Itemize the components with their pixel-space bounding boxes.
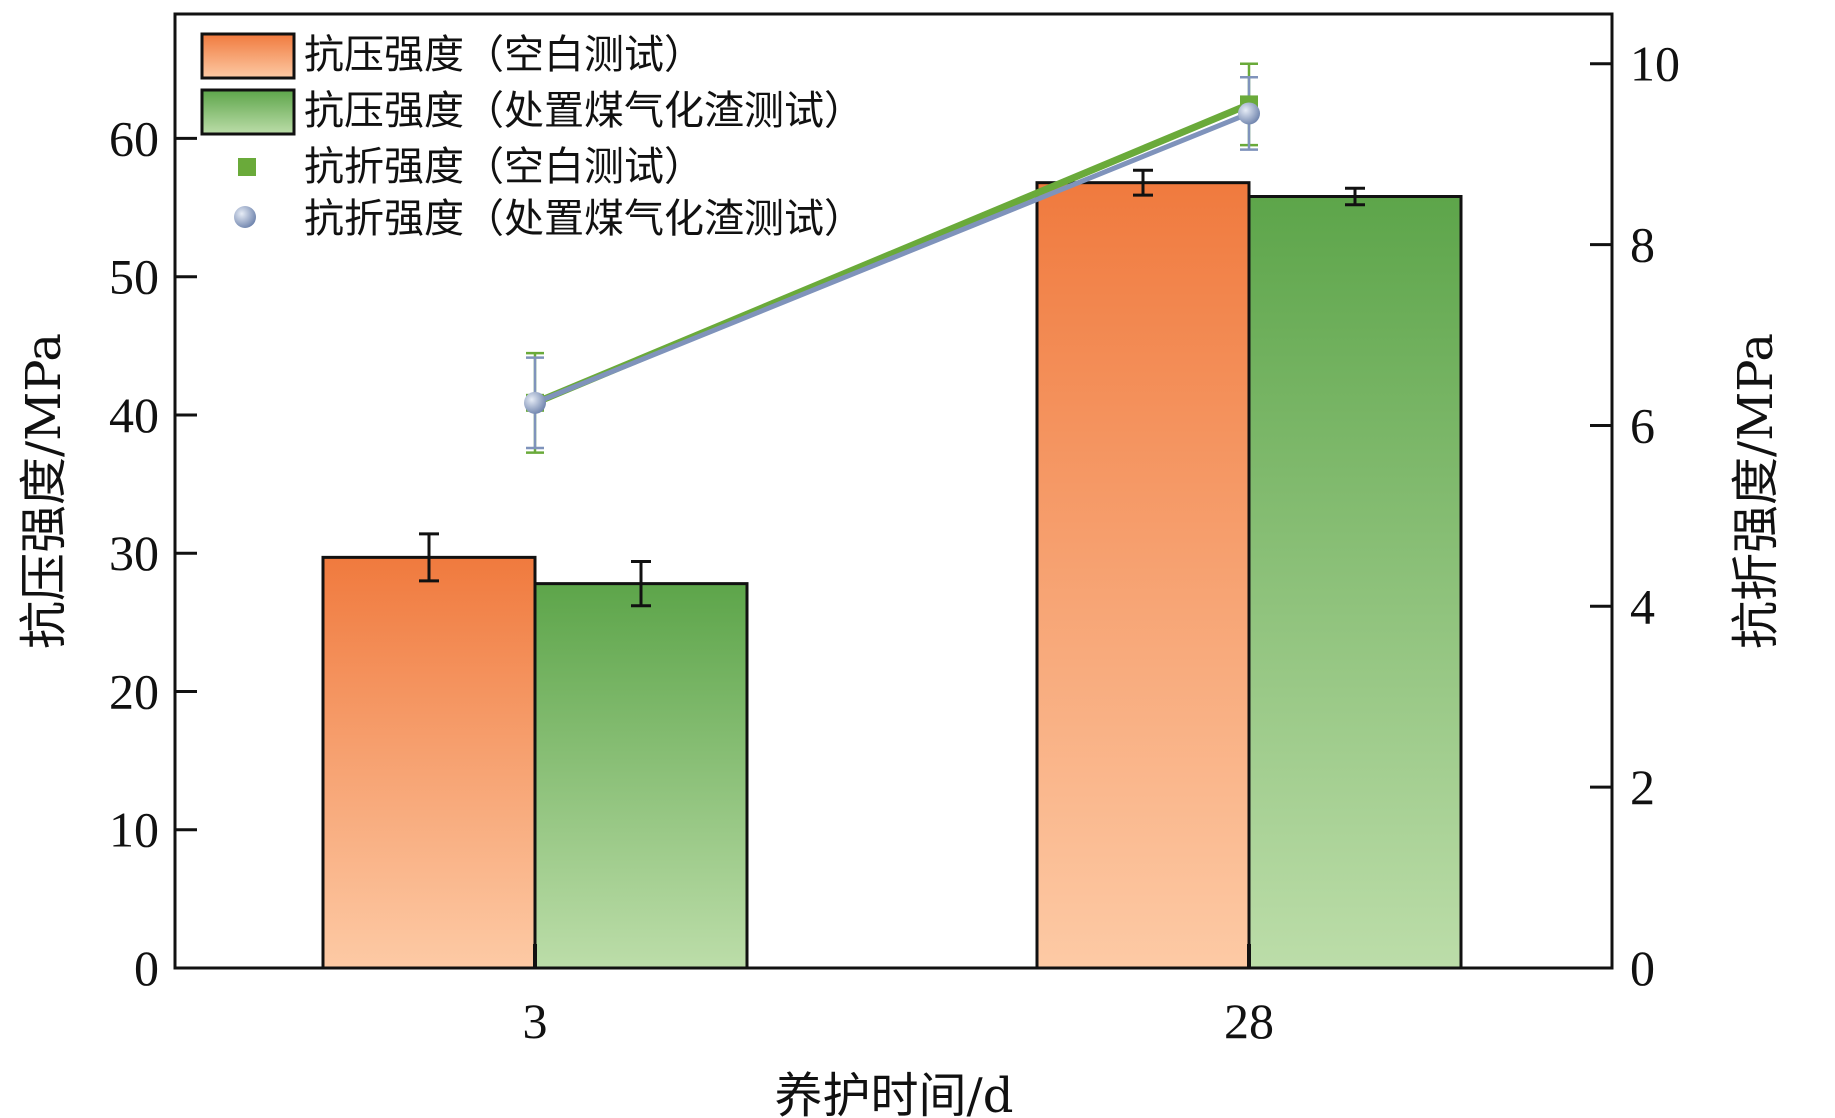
line-point-circle-c1 [1238, 102, 1260, 125]
legend-marker-square-icon [238, 158, 256, 176]
bar-s1-c1 [1247, 195, 1463, 970]
y2-tick-label-4: 4 [1630, 578, 1655, 634]
y-tick-label-40: 40 [109, 387, 159, 443]
y-tick-label-0: 0 [134, 940, 159, 996]
bar-s1-c0 [533, 582, 749, 970]
y-tick-label-10: 10 [109, 802, 159, 858]
legend-label-line-slag: 抗折强度（处置煤气化渣测试） [304, 196, 864, 242]
line-series-1 [534, 111, 1250, 406]
y2-tick-label-10: 10 [1630, 36, 1680, 92]
legend-marker-circle-icon [234, 206, 256, 228]
y2-tick-label-2: 2 [1630, 759, 1655, 815]
x-tick-label-3: 3 [523, 993, 548, 1049]
legend: 抗压强度（空白测试） 抗压强度（处置煤气化渣测试） 抗折强度（空白测试） 抗折强… [200, 32, 864, 242]
line-point-circle-c0 [524, 391, 546, 414]
lines-layer [524, 62, 1260, 454]
bars-layer [321, 168, 1463, 970]
y-tick-label-50: 50 [109, 249, 159, 305]
bar-s0-c1 [1035, 181, 1251, 970]
x-tick-label-28: 28 [1224, 993, 1274, 1049]
plot-frame [173, 12, 1614, 970]
y-tick-label-30: 30 [109, 525, 159, 581]
legend-label-bar-blank: 抗压强度（空白测试） [304, 32, 704, 78]
axes-layer [173, 12, 1614, 970]
ticks-layer: 0 10 20 30 40 50 60 0 2 4 6 8 10 3 28 [109, 36, 1680, 1049]
y2-axis-title: 抗折强度/MPa [1728, 333, 1784, 649]
y-axis-title: 抗压强度/MPa [16, 333, 72, 649]
bar-s0-c0 [321, 555, 537, 970]
x-axis-title: 养护时间/d [775, 1068, 1014, 1118]
legend-swatch-bar-blank [200, 32, 296, 80]
legend-swatch-bar-slag [200, 88, 296, 136]
y-tick-label-60: 60 [109, 110, 159, 166]
y2-tick-label-0: 0 [1630, 940, 1655, 996]
y2-tick-label-6: 6 [1630, 397, 1655, 453]
legend-label-line-blank: 抗折强度（空白测试） [304, 144, 704, 190]
y-tick-label-20: 20 [109, 663, 159, 719]
legend-label-bar-slag: 抗压强度（处置煤气化渣测试） [304, 88, 864, 134]
y2-tick-label-8: 8 [1630, 217, 1655, 273]
